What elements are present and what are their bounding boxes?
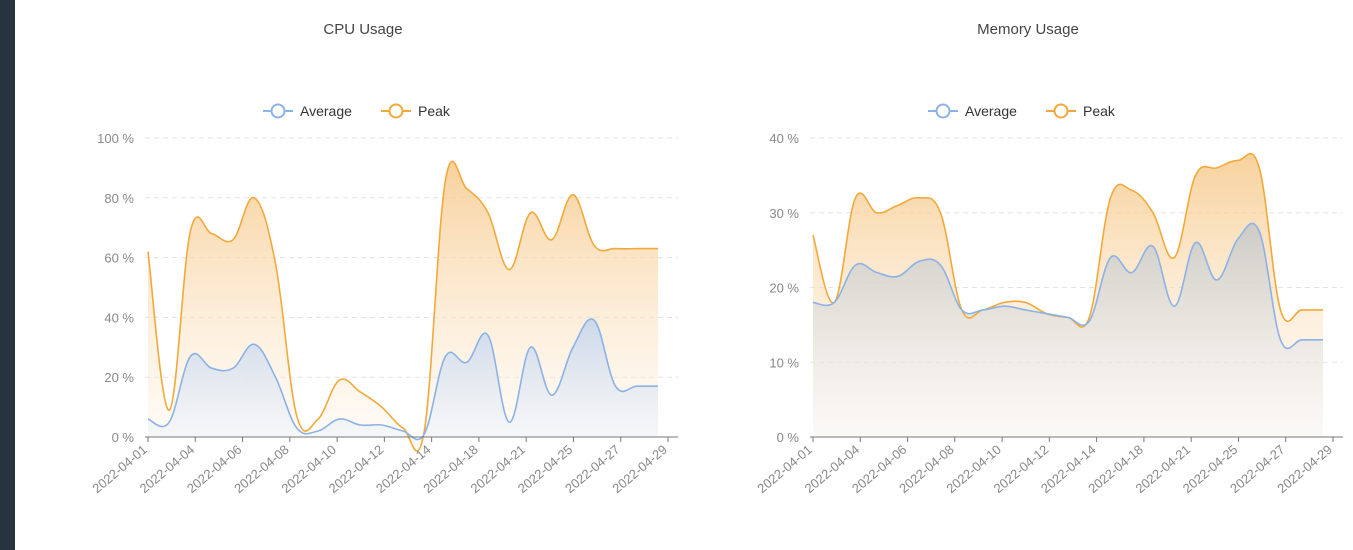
svg-text:Peak: Peak	[1083, 103, 1116, 119]
memory-legend-average[interactable]: Average	[928, 103, 1017, 119]
memory-usage-chart: Memory Usage Average Peak 0 % 10 % 20 % 30 % 40…	[754, 21, 1343, 496]
cpu-y-tick-label: 60 %	[104, 251, 134, 266]
memory-average-line[interactable]	[812, 222, 1323, 350]
memory-y-tick-label: 40 %	[769, 131, 799, 146]
memory-y-tick-label: 20 %	[769, 281, 799, 296]
cpu-usage-chart: CPU Usage Average Peak 0 % 20 % 40 % 60 % 80 % 1…	[89, 21, 678, 496]
cpu-peak-line[interactable]	[147, 160, 658, 452]
memory-legend-peak[interactable]: Peak	[1046, 103, 1116, 119]
cpu-average-area	[148, 318, 658, 440]
svg-text:Peak: Peak	[418, 103, 451, 119]
svg-text:Average: Average	[965, 103, 1017, 119]
memory-y-tick-label: 10 %	[769, 355, 799, 370]
sidebar-edge	[0, 0, 15, 550]
cpu-legend-average[interactable]: Average	[263, 103, 352, 119]
memory-y-tick-label: 30 %	[769, 206, 799, 221]
svg-text:Average: Average	[300, 103, 352, 119]
cpu-average-line[interactable]	[147, 318, 658, 441]
cpu-y-tick-label: 40 %	[104, 310, 134, 325]
memory-chart-title: Memory Usage	[977, 21, 1079, 38]
cpu-legend-peak[interactable]: Peak	[381, 103, 451, 119]
cpu-y-tick-label: 0 %	[112, 430, 135, 445]
cpu-y-tick-label: 100 %	[97, 131, 134, 146]
cpu-y-tick-label: 20 %	[104, 370, 134, 385]
memory-average-area	[813, 223, 1323, 437]
cpu-chart-title: CPU Usage	[323, 21, 402, 38]
cpu-y-tick-label: 80 %	[104, 191, 134, 206]
memory-y-tick-label: 0 %	[777, 430, 800, 445]
